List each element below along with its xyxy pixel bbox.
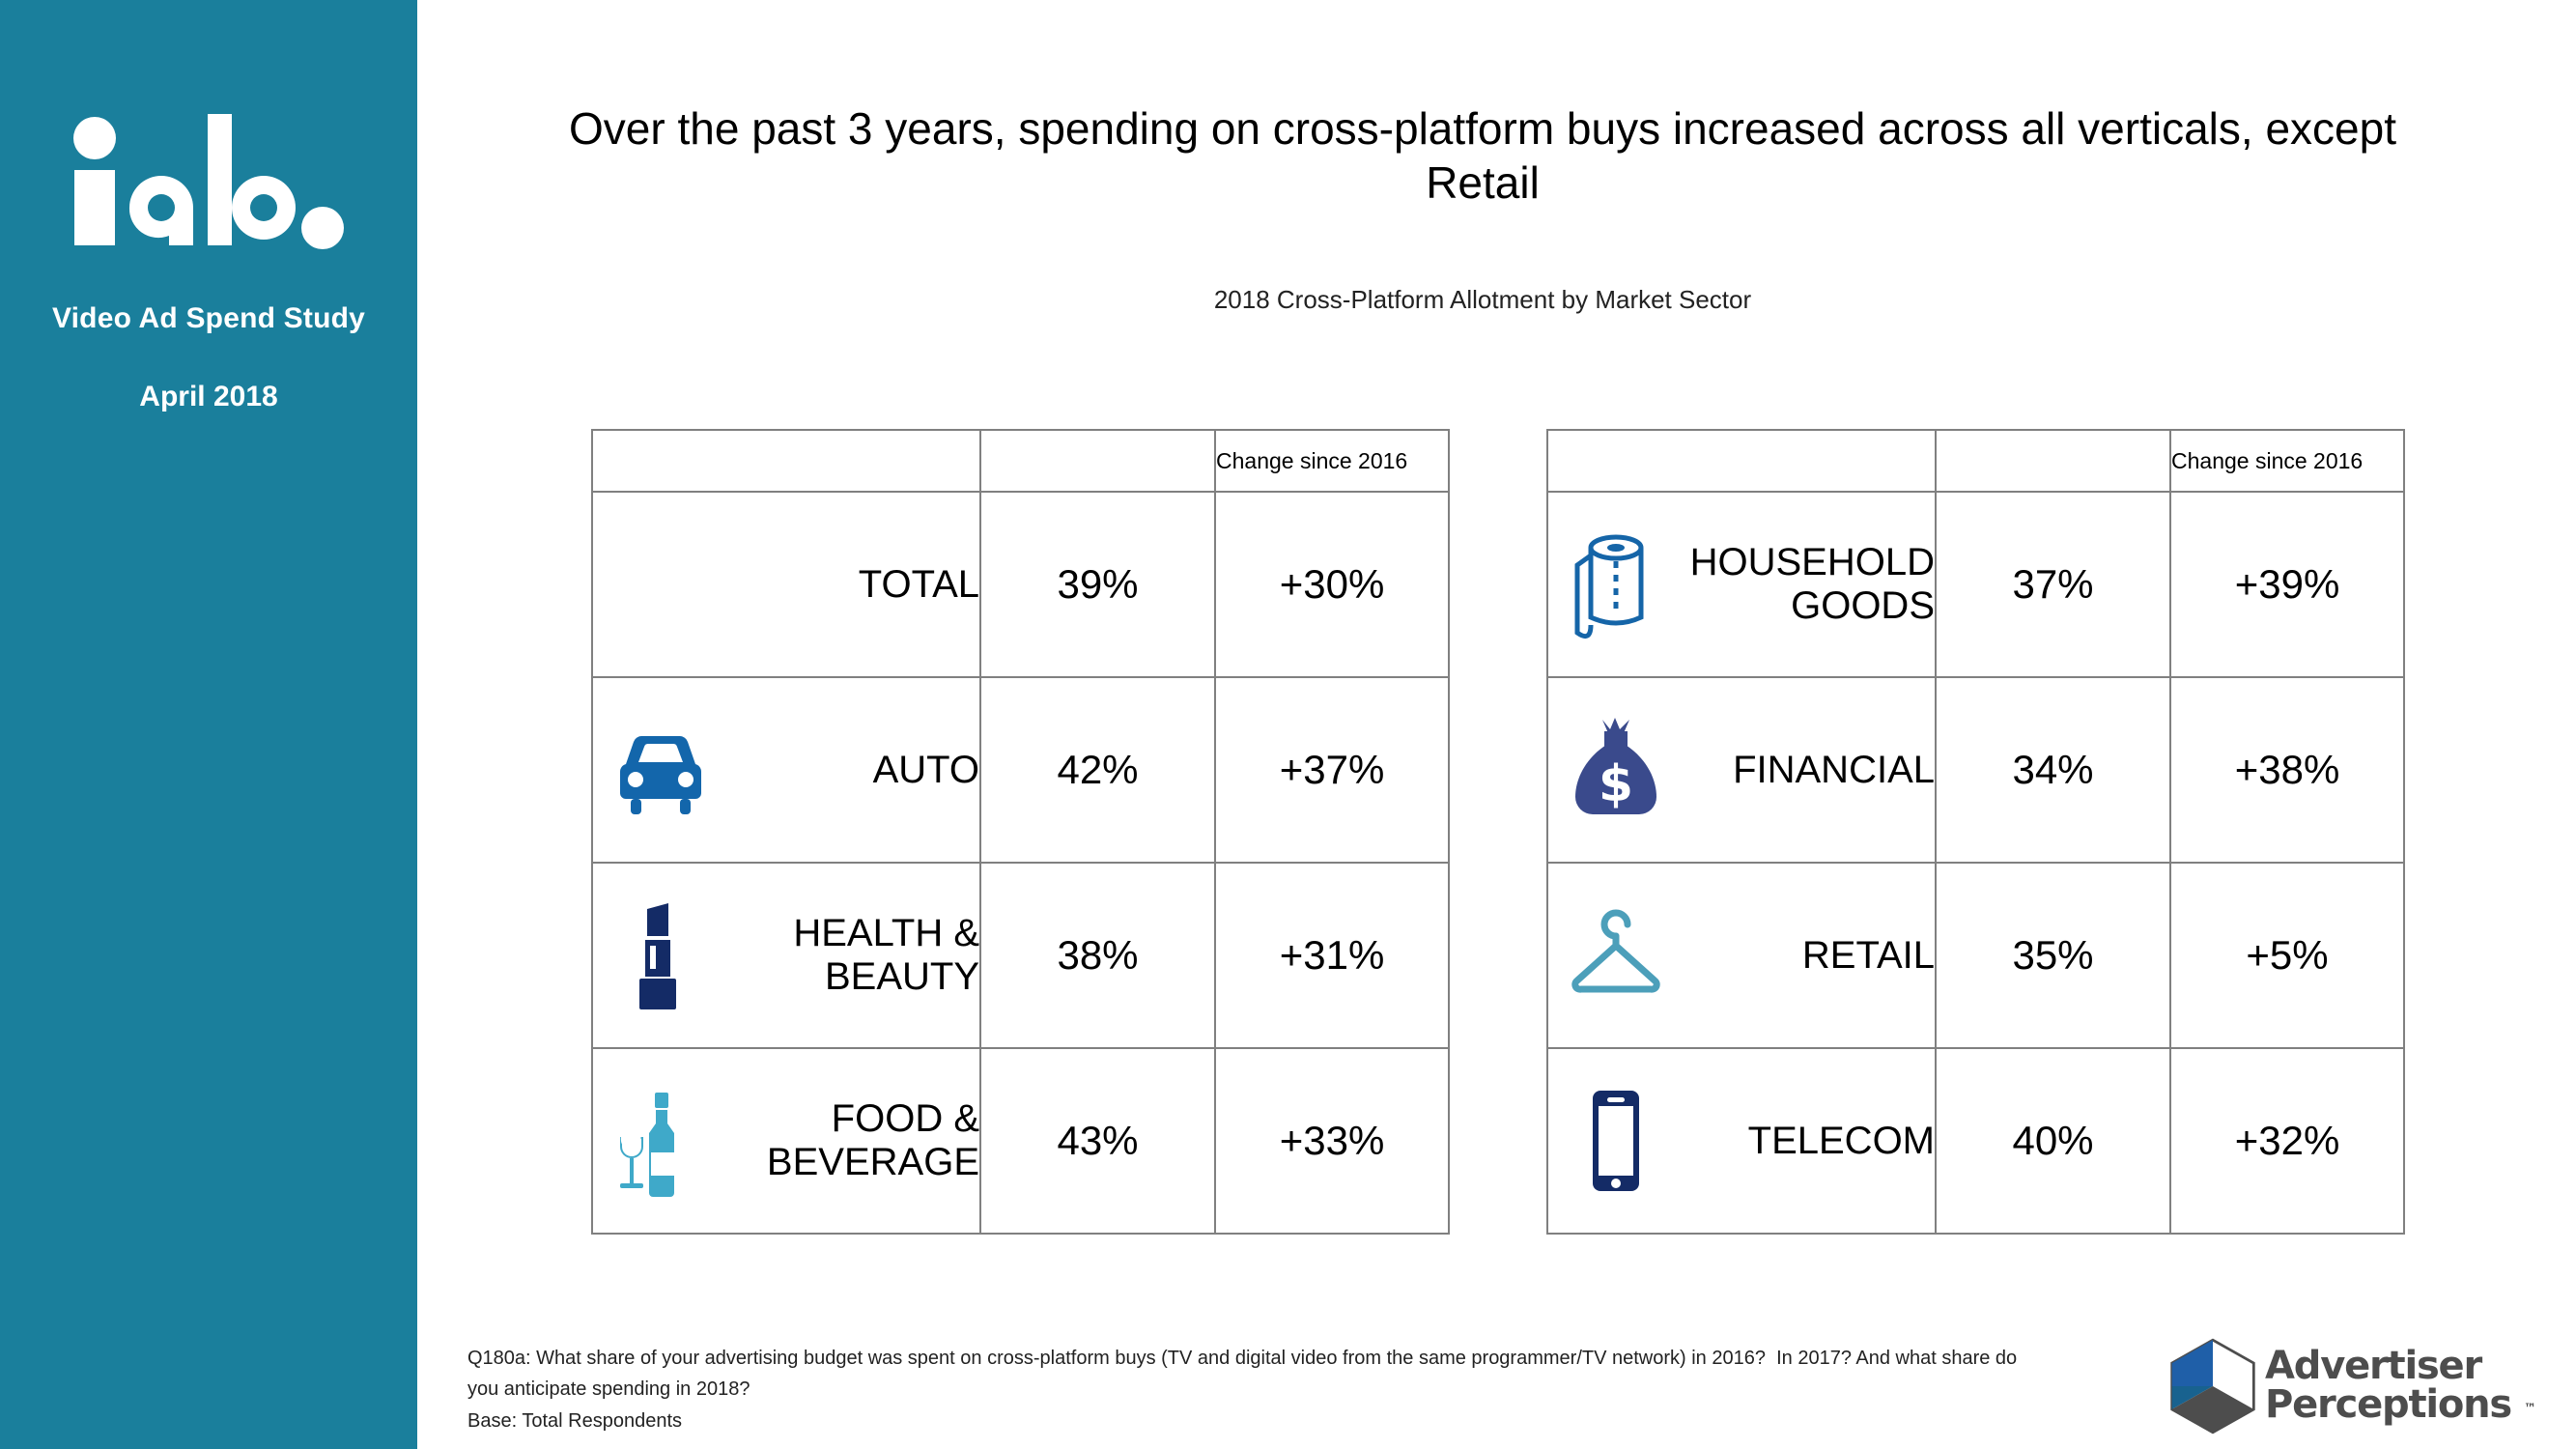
allotment-value: 43%	[979, 1047, 1216, 1235]
change-value: +39%	[2169, 491, 2405, 678]
change-value: +32%	[2169, 1047, 2405, 1235]
change-value: +33%	[1214, 1047, 1450, 1235]
header-change-since: Change since 2016	[1214, 429, 1450, 493]
allotment-value: 39%	[979, 491, 1216, 678]
sector-label: TELECOM	[1747, 1119, 1935, 1162]
allotment-value: 35%	[1935, 862, 2171, 1049]
bottle-glass-icon	[607, 1078, 715, 1204]
no-icon	[607, 522, 715, 647]
header-blank-pct	[979, 429, 1216, 493]
sector-label-cell: TELECOM	[1546, 1047, 1937, 1235]
market-sector-table-right: Change since 2016 HOUSEHOLD GOODS 37% +39%…	[1546, 429, 2405, 1235]
change-value: +31%	[1214, 862, 1450, 1049]
table-row: AUTO 42% +37%	[591, 676, 1450, 864]
svg-text:$: $	[1599, 755, 1633, 813]
table-row: HOUSEHOLD GOODS 37% +39%	[1546, 491, 2405, 678]
sector-label-cell: $ FINANCIAL	[1546, 676, 1937, 864]
market-sector-table-left: Change since 2016 TOTAL 39% +30% AUTO 42% +37…	[591, 429, 1450, 1235]
header-change-since: Change since 2016	[2169, 429, 2405, 493]
footnote: Q180a: What share of your advertising bu…	[467, 1343, 2032, 1436]
sidebar: Video Ad Spend Study April 2018	[0, 0, 417, 1449]
table-row: FOOD & BEVERAGE 43% +33%	[591, 1047, 1450, 1235]
sector-label: RETAIL	[1801, 933, 1935, 977]
page-title: Over the past 3 years, spending on cross…	[569, 103, 2396, 209]
ap-trademark-icon: ™	[2524, 1401, 2537, 1416]
table-row: TELECOM 40% +32%	[1546, 1047, 2405, 1235]
footnote-question: Q180a: What share of your advertising bu…	[467, 1348, 2023, 1401]
sector-label: HOUSEHOLD GOODS	[1689, 541, 1935, 627]
table-row: $ FINANCIAL 34% +38%	[1546, 676, 2405, 864]
footnote-base: Base: Total Respondents	[467, 1409, 683, 1432]
allotment-value: 42%	[979, 676, 1216, 864]
sector-label: AUTO	[872, 748, 979, 791]
allotment-value: 37%	[1935, 491, 2171, 678]
ap-word-advertiser: Advertiser	[2265, 1344, 2482, 1389]
sector-label-cell: TOTAL	[591, 491, 981, 678]
ap-hexagon-icon	[2170, 1338, 2255, 1434]
header-blank-label	[1546, 429, 1937, 493]
paper-towel-icon	[1562, 522, 1670, 647]
sector-label: TOTAL	[858, 562, 979, 606]
change-value: +38%	[2169, 676, 2405, 864]
sector-label-cell: HEALTH & BEAUTY	[591, 862, 981, 1049]
header-blank-label	[591, 429, 981, 493]
allotment-value: 38%	[979, 862, 1216, 1049]
car-icon	[607, 707, 715, 833]
table-header-row: Change since 2016	[1546, 429, 2405, 493]
money-bag-icon: $	[1562, 707, 1670, 833]
table-header-row: Change since 2016	[591, 429, 1450, 493]
sector-label-cell: HOUSEHOLD GOODS	[1546, 491, 1937, 678]
sector-label: FINANCIAL	[1733, 748, 1935, 791]
ap-word-perceptions: Perceptions	[2265, 1381, 2512, 1427]
advertiser-perceptions-logo: Advertiser Perceptions ™	[2168, 1335, 2545, 1436]
allotment-value: 34%	[1935, 676, 2171, 864]
smartphone-icon	[1562, 1078, 1670, 1204]
table-row: HEALTH & BEAUTY 38% +31%	[591, 862, 1450, 1049]
lipstick-icon	[607, 893, 715, 1018]
sector-label-cell: RETAIL	[1546, 862, 1937, 1049]
page-subtitle: 2018 Cross-Platform Allotment by Market …	[1213, 285, 1752, 314]
sidebar-date: April 2018	[139, 381, 278, 412]
change-value: +5%	[2169, 862, 2405, 1049]
iab-logo	[0, 111, 417, 251]
table-row: RETAIL 35% +5%	[1546, 862, 2405, 1049]
sector-label-cell: AUTO	[591, 676, 981, 864]
sector-label-cell: FOOD & BEVERAGE	[591, 1047, 981, 1235]
sector-label: FOOD & BEVERAGE	[766, 1097, 979, 1183]
header-blank-pct	[1935, 429, 2171, 493]
sector-label: HEALTH & BEAUTY	[793, 912, 979, 998]
ap-wordmark: Advertiser Perceptions ™	[2265, 1344, 2536, 1427]
change-value: +37%	[1214, 676, 1450, 864]
sidebar-study-title: Video Ad Spend Study	[51, 302, 366, 334]
allotment-value: 40%	[1935, 1047, 2171, 1235]
hanger-icon	[1562, 893, 1670, 1018]
change-value: +30%	[1214, 491, 1450, 678]
table-row: TOTAL 39% +30%	[591, 491, 1450, 678]
